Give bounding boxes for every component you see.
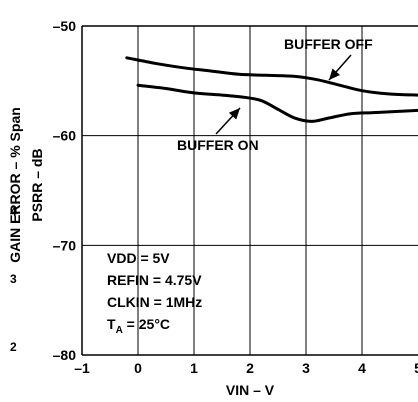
x-axis-label: VIN – V (226, 382, 275, 398)
stray-mark-2: 2 (10, 340, 17, 354)
annotation-arrows (215, 54, 352, 135)
x-tick-label: 5 (414, 360, 418, 376)
y-tick-label: –60 (53, 128, 77, 144)
condition-vdd: VDD = 5V (107, 250, 170, 266)
condition-clkin: CLKIN = 1MHz (107, 294, 202, 310)
x-tick-label: 2 (246, 360, 254, 376)
x-tick-label: 0 (134, 360, 142, 376)
x-tick-label: 1 (190, 360, 198, 376)
buffer-off-arrow-head (329, 68, 341, 80)
grid-lines (82, 26, 418, 355)
series-line-buffer-off (125, 56, 418, 97)
tick-labels: –1 0 1 2 3 4 5 –50 –60 –70 –80 (53, 18, 418, 376)
x-tick-label: 3 (302, 360, 310, 376)
stray-mark-3: 3 (10, 272, 17, 286)
buffer-on-annotation: BUFFER ON (177, 137, 259, 153)
buffer-off-annotation: BUFFER OFF (284, 36, 373, 52)
temp-symbol: T (107, 316, 116, 332)
plot-frame (81, 25, 418, 356)
series-line-buffer-on (136, 83, 418, 123)
y-tick-label: –80 (53, 347, 77, 363)
y-axis-label-outer: GAIN ERROR – % Span (7, 107, 23, 263)
x-tick-label: 4 (358, 360, 366, 376)
condition-temperature: TA = 25°C (107, 316, 170, 336)
condition-refin: REFIN = 4.75V (107, 272, 202, 288)
y-tick-label: –50 (53, 18, 77, 34)
buffer-on-arrow-head (228, 108, 240, 120)
series-lines (125, 56, 418, 123)
temp-subscript: A (116, 325, 123, 336)
x-tick-label: –1 (74, 360, 90, 376)
stray-mark-4: 4 (10, 205, 17, 219)
y-tick-label: –70 (53, 237, 77, 253)
y-axis-label-inner: PSRR – dB (29, 148, 45, 221)
temp-value: = 25°C (123, 316, 170, 332)
